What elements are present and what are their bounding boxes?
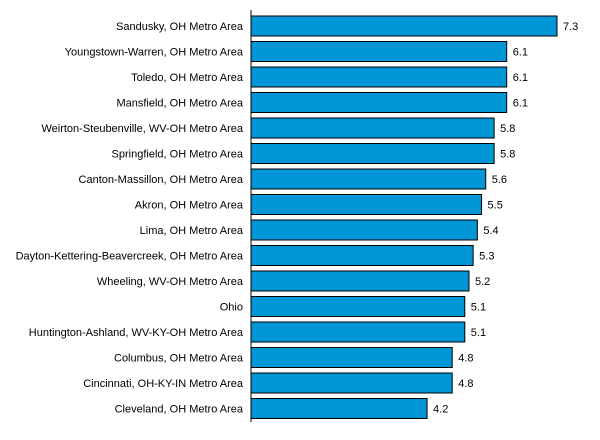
value-label: 4.2: [433, 404, 448, 416]
category-label: Springfield, OH Metro Area: [112, 149, 244, 161]
bar: [250, 270, 470, 292]
category-labels-layer: Sandusky, OH Metro Area Youngstown-Warren…: [16, 21, 244, 416]
category-label: Huntington-Ashland, WV-KY-OH Metro Area: [29, 327, 244, 339]
category-label: Akron, OH Metro Area: [135, 200, 244, 212]
category-label: Columbus, OH Metro Area: [114, 353, 244, 365]
value-label: 5.1: [471, 327, 486, 339]
bar: [250, 41, 508, 62]
category-label: Canton-Massillon, OH Metro Area: [79, 174, 244, 186]
value-label: 5.3: [479, 251, 494, 263]
bar: [250, 117, 495, 139]
category-label: Toledo, OH Metro Area: [131, 72, 244, 84]
category-label: Weirton-Steubenville, WV-OH Metro Area: [41, 123, 243, 135]
bar: [250, 372, 453, 394]
value-label: 5.1: [471, 302, 486, 314]
category-label: Sandusky, OH Metro Area: [116, 21, 244, 33]
bar: [250, 92, 508, 113]
bar: [250, 168, 487, 190]
bar: [250, 398, 428, 419]
bars-layer: [250, 15, 558, 419]
bar: [250, 194, 483, 215]
value-label: 5.8: [500, 149, 515, 161]
bar: [250, 245, 474, 266]
value-label: 7.3: [563, 21, 578, 33]
bar: [250, 66, 508, 88]
bar: [250, 347, 453, 368]
value-label: 6.1: [513, 72, 528, 84]
category-label: Cleveland, OH Metro Area: [115, 404, 244, 416]
category-label: Youngstown-Warren, OH Metro Area: [65, 47, 244, 59]
value-label: 5.5: [488, 200, 503, 212]
value-label: 6.1: [513, 98, 528, 110]
value-label: 6.1: [513, 47, 528, 59]
value-label: 4.8: [458, 353, 473, 365]
category-label: Ohio: [220, 302, 243, 314]
bar: [250, 296, 466, 317]
category-label: Cincinnati, OH-KY-IN Metro Area: [83, 378, 244, 390]
value-label: 5.6: [492, 174, 507, 186]
category-label: Wheeling, WV-OH Metro Area: [97, 276, 244, 288]
value-labels-layer: 7.3 6.1 6.1 6.1 5.8 5.8 5.6 5.5 5.4 5.3 5.2 5.1 5.1 4…: [433, 21, 578, 416]
value-label: 5.2: [475, 276, 490, 288]
bar: [250, 219, 478, 241]
value-label: 4.8: [458, 378, 473, 390]
category-label: Dayton-Kettering-Beavercreek, OH Metro A…: [16, 251, 244, 263]
bar: [250, 15, 558, 37]
value-label: 5.4: [483, 225, 498, 237]
bar: [250, 321, 466, 343]
value-label: 5.8: [500, 123, 515, 135]
category-label: Mansfield, OH Metro Area: [116, 98, 243, 110]
category-label: Lima, OH Metro Area: [140, 225, 244, 237]
bar: [250, 143, 495, 164]
